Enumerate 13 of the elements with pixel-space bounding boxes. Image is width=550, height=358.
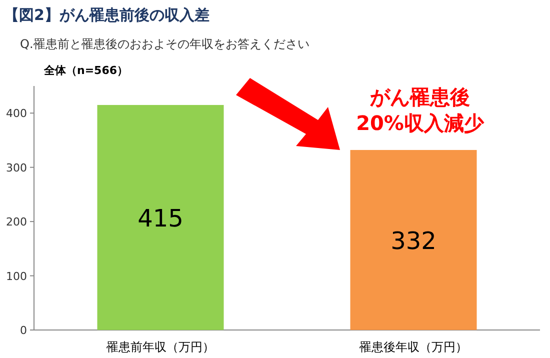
data-label: 332 (390, 226, 436, 255)
data-label: 415 (138, 204, 184, 232)
x-tick-label: 罹患前年収（万円） (106, 340, 214, 354)
text: 全体（n=566） (43, 64, 128, 77)
y-tick-label: 0 (20, 324, 27, 337)
y-tick-label: 300 (6, 161, 27, 174)
annotation: がん罹患後 20%収入減少 (356, 85, 485, 135)
x-tick-label: 罹患後年収（万円） (358, 340, 468, 354)
y-tick-label: 400 (6, 107, 27, 120)
chart-title: 【図2】がん罹患前後の収入差 (4, 6, 210, 24)
y-tick-label: 200 (6, 216, 27, 229)
chart-subtitle: Q.罹患前と罹患後のおおよその年収をお答えください (20, 37, 310, 51)
y-tick-label: 100 (6, 270, 27, 283)
